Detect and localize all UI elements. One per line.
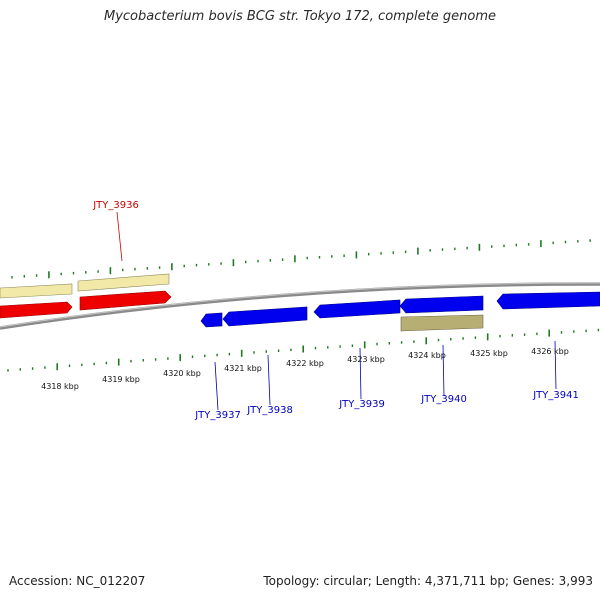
forward-scale-ticks xyxy=(11,239,591,279)
reverse-scale-ticks xyxy=(7,328,600,372)
reverse-gene xyxy=(313,299,401,319)
callout-line xyxy=(442,344,445,397)
reverse-gene xyxy=(200,312,223,328)
scale-label: 4322 kbp xyxy=(286,359,324,368)
genome-backbone-highlight xyxy=(0,282,600,328)
map-title: Mycobacterium bovis BCG str. Tokyo 172, … xyxy=(104,9,496,24)
reverse-gene xyxy=(399,295,484,314)
callout-line xyxy=(116,211,123,262)
scale-label: 4323 kbp xyxy=(347,355,385,364)
genome-summary-text: Topology: circular; Length: 4,371,711 bp… xyxy=(263,574,593,588)
reverse-feature xyxy=(400,314,484,332)
callout-line xyxy=(267,354,271,406)
gene-label-jty-3937: JTY_3937 xyxy=(194,410,241,421)
gene-label-jty-3936: JTY_3936 xyxy=(92,200,139,211)
scale-label: 4325 kbp xyxy=(470,349,508,358)
scale-label: 4318 kbp xyxy=(41,382,79,391)
gene-label-jty-3938: JTY_3938 xyxy=(246,405,293,416)
gene-label-jty-3941: JTY_3941 xyxy=(532,390,579,401)
reverse-gene xyxy=(496,291,600,310)
scale-label: 4326 kbp xyxy=(531,347,569,356)
scale-label: 4324 kbp xyxy=(408,351,446,360)
forward-feature xyxy=(77,273,170,292)
gene-label-jty-3939: JTY_3939 xyxy=(338,399,385,410)
scale-label: 4321 kbp xyxy=(224,364,262,373)
callout-line xyxy=(214,361,219,411)
accession-text: Accession: NC_012207 xyxy=(9,574,146,588)
forward-feature xyxy=(0,283,73,299)
gene-callouts xyxy=(116,211,557,411)
callout-line xyxy=(359,347,362,400)
forward-gene xyxy=(0,301,73,319)
callout-line xyxy=(554,340,557,390)
forward-gene-track xyxy=(0,290,172,319)
forward-feature-track xyxy=(0,273,170,299)
gene-label-jty-3940: JTY_3940 xyxy=(420,394,467,405)
reverse-gene-track xyxy=(200,291,600,328)
scale-label: 4320 kbp xyxy=(163,369,201,378)
genome-backbone xyxy=(0,282,600,330)
reverse-gene xyxy=(222,306,308,327)
forward-gene xyxy=(79,290,172,311)
scale-label: 4319 kbp xyxy=(102,375,140,384)
